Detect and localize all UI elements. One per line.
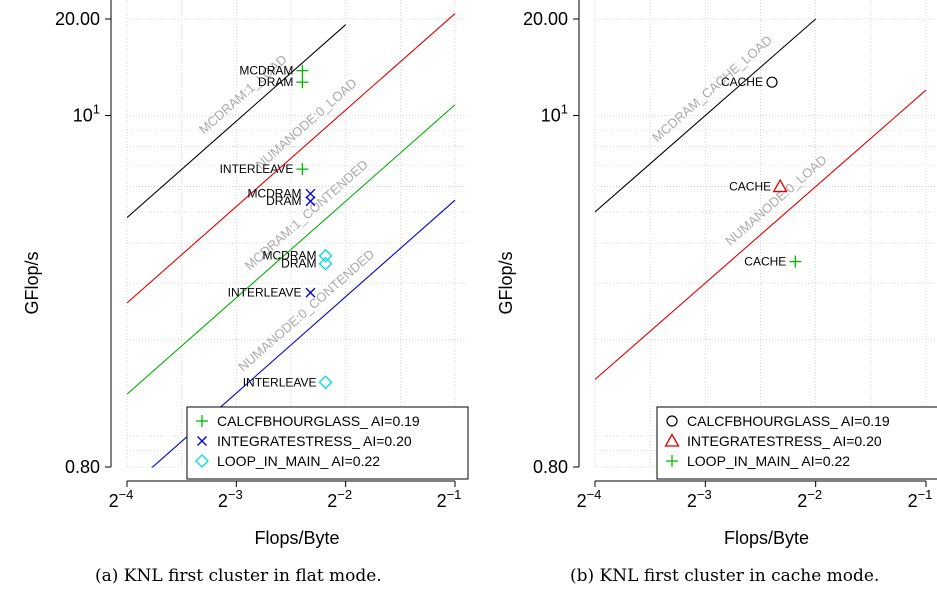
data-point (318, 248, 333, 263)
series-0: CACHE (721, 75, 778, 89)
caption-flat-mode: (a) KNL first cluster in flat mode. (95, 566, 382, 586)
data-point (296, 163, 309, 176)
point-label: INTERLEAVE (243, 375, 317, 389)
y-axis-label: GFlop/s (496, 251, 516, 314)
point-label: MCDRAM (263, 249, 317, 263)
legend-box (186, 406, 469, 480)
rooflines (595, 18, 927, 380)
point-label: MCDRAM (239, 64, 293, 78)
legend-box (656, 406, 937, 480)
roofline (127, 24, 347, 219)
roofline-label: NUMANODE:0_LOAD (722, 152, 829, 248)
point-label: DRAM (258, 75, 293, 89)
x-tick-label: 2−4 (577, 487, 602, 511)
legend-entry: INTEGRATESTRESS_ AI=0.20 (687, 433, 882, 449)
data-point-b (305, 287, 316, 298)
point-label: CACHE (729, 180, 771, 194)
data-point-b (305, 196, 316, 207)
legend-marker (196, 415, 208, 427)
roofline (127, 13, 456, 304)
roofline-label: NUMANODE:0_LOAD (253, 75, 360, 172)
x-tick-label: 2−2 (797, 487, 822, 511)
legend-entry: LOOP_IN_MAIN_ AI=0.22 (687, 453, 850, 469)
legend-marker (664, 433, 680, 447)
legend-marker-b (197, 436, 207, 446)
legend-marker (666, 455, 678, 467)
legend-entry: CALCFBHOURGLASS_ AI=0.19 (687, 413, 890, 429)
y-tick-label: 0.80 (533, 457, 568, 477)
y-tick-label: 20.00 (55, 9, 100, 29)
point-label: DRAM (281, 257, 316, 271)
data-point (766, 76, 778, 88)
y-tick-label: 0.80 (65, 457, 100, 477)
x-tick-label: 2−1 (908, 487, 933, 511)
point-label: INTERLEAVE (220, 162, 294, 176)
legend-marker (197, 436, 207, 446)
data-point (296, 64, 309, 77)
x-tick-label: 2−1 (437, 487, 462, 511)
legend-entry: CALCFBHOURGLASS_ AI=0.19 (217, 413, 420, 429)
legend: CALCFBHOURGLASS_ AI=0.19 INTEGRATESTRESS_… (186, 406, 469, 480)
y-tick-label: 20.00 (523, 9, 568, 29)
grid (594, 0, 937, 468)
panel-cache-mode: 20.00 101 0.80 2−4 2−3 2−2 2−1 Flops/Byte GFlop/… (496, 0, 937, 548)
legend-entry: LOOP_IN_MAIN_ AI=0.22 (217, 453, 380, 469)
point-label: DRAM (266, 194, 301, 208)
y-tick-label: 101 (541, 101, 568, 125)
legend-marker (195, 454, 209, 468)
x-tick-label: 2−2 (327, 487, 352, 511)
data-point (305, 287, 316, 298)
rooflines (127, 13, 456, 468)
x-tick-label: 2−4 (109, 487, 134, 511)
roofline (595, 18, 817, 213)
roofline (151, 199, 456, 468)
panel-flat-mode: 20.00 101 0.80 2−4 2−3 2−2 2−1 Flops/Byte GFlop/… (22, 0, 469, 548)
data-point (318, 256, 333, 271)
data-point (789, 255, 802, 268)
x-axis-label: Flops/Byte (724, 528, 809, 548)
x-axis-label: Flops/Byte (254, 528, 339, 548)
legend: CALCFBHOURGLASS_ AI=0.19 INTEGRATESTRESS_… (656, 406, 937, 480)
data-point (305, 196, 316, 207)
legend-marker (666, 415, 678, 427)
caption-cache-mode: (b) KNL first cluster in cache mode. (570, 566, 880, 586)
data-point (772, 178, 788, 193)
point-label: MCDRAM (247, 187, 301, 201)
x-tick-label: 2−3 (687, 487, 712, 511)
data-point (305, 188, 316, 199)
data-point (318, 375, 333, 390)
data-point (296, 76, 309, 89)
legend-entry: INTEGRATESTRESS_ AI=0.20 (217, 433, 412, 449)
series-1: CACHE (729, 178, 788, 194)
x-tick-label: 2−3 (218, 487, 243, 511)
y-tick-label: 101 (73, 101, 100, 125)
series-2: CACHE (744, 255, 802, 269)
data-point-b (305, 188, 316, 199)
point-label: INTERLEAVE (228, 286, 302, 300)
point-label: CACHE (721, 75, 763, 89)
roofline (595, 89, 927, 380)
y-axis-label: GFlop/s (22, 251, 42, 314)
point-label: CACHE (744, 255, 786, 269)
roofline (127, 104, 456, 395)
